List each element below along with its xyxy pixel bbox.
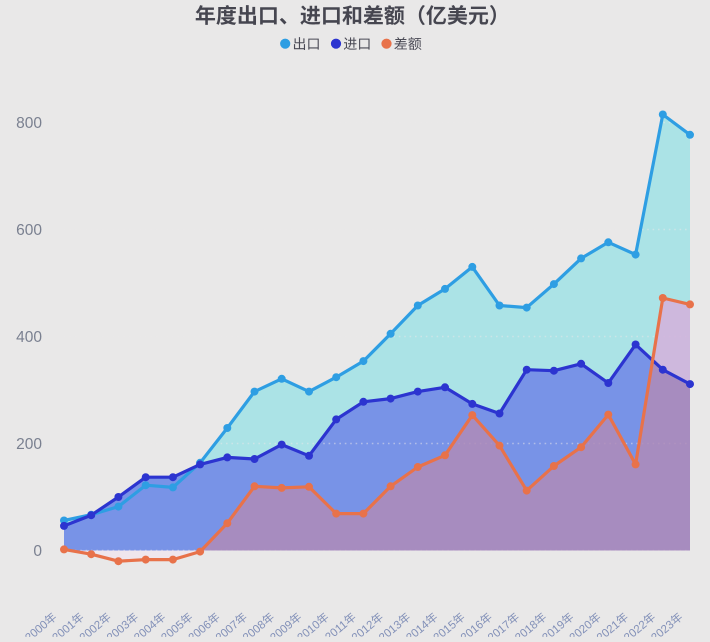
svg-text:200: 200 — [16, 436, 42, 453]
svg-text:800: 800 — [16, 115, 42, 132]
svg-text:400: 400 — [16, 329, 42, 346]
svg-text:600: 600 — [16, 222, 42, 239]
svg-text:0: 0 — [33, 543, 42, 560]
